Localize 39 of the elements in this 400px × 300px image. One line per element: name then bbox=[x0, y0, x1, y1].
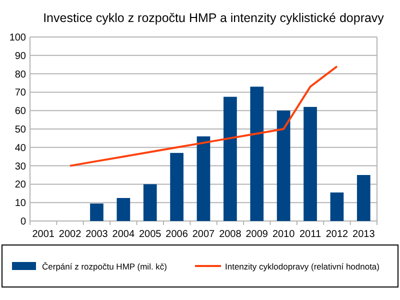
y-tick-label: 60 bbox=[14, 106, 26, 118]
x-tick-label: 2010 bbox=[272, 229, 296, 240]
x-tick-label: 2011 bbox=[300, 229, 322, 240]
bar bbox=[116, 198, 130, 221]
y-tick-label: 50 bbox=[14, 124, 26, 136]
legend-label: Čerpání z rozpočtu HMP (mil. kč) bbox=[42, 262, 168, 272]
bar bbox=[250, 86, 264, 221]
bar bbox=[276, 110, 290, 221]
y-tick-label: 90 bbox=[14, 50, 26, 62]
legend-label: Intenzity cyklodopravy (relativní hodnota) bbox=[225, 262, 380, 272]
x-tick-label: 2006 bbox=[166, 229, 188, 240]
x-tick-label: 2005 bbox=[138, 229, 162, 240]
x-tick-label: 2012 bbox=[326, 229, 349, 240]
y-tick-label: 10 bbox=[14, 198, 26, 210]
bar bbox=[356, 175, 370, 221]
x-tick-label: 2008 bbox=[219, 229, 242, 240]
x-tick-label: 2001 bbox=[32, 229, 55, 240]
x-tick-label: 2013 bbox=[352, 229, 376, 240]
chart-title: Investice cyklo z rozpočtu HMP a intenzity cyklistické dopravy bbox=[43, 11, 385, 25]
bar bbox=[196, 136, 210, 221]
bar bbox=[330, 192, 344, 221]
y-tick-label: 30 bbox=[14, 161, 26, 172]
y-tick-label: 40 bbox=[14, 142, 26, 154]
bar bbox=[304, 106, 317, 221]
y-tick-label: 20 bbox=[14, 180, 26, 191]
bar bbox=[224, 96, 237, 221]
y-tick-label: 70 bbox=[14, 88, 26, 99]
y-tick-label: 80 bbox=[14, 69, 26, 80]
bar bbox=[90, 204, 104, 221]
x-tick-label: 2004 bbox=[112, 229, 135, 240]
bar bbox=[170, 152, 184, 221]
x-tick-label: 2009 bbox=[246, 229, 268, 240]
y-tick-label: 100 bbox=[9, 32, 26, 44]
line-series bbox=[69, 65, 338, 167]
x-tick-label: 2003 bbox=[86, 229, 108, 240]
y-tick-label: 0 bbox=[20, 216, 26, 228]
x-tick-label: 2002 bbox=[58, 229, 82, 240]
bar bbox=[143, 184, 157, 221]
x-tick-label: 2007 bbox=[192, 229, 216, 240]
